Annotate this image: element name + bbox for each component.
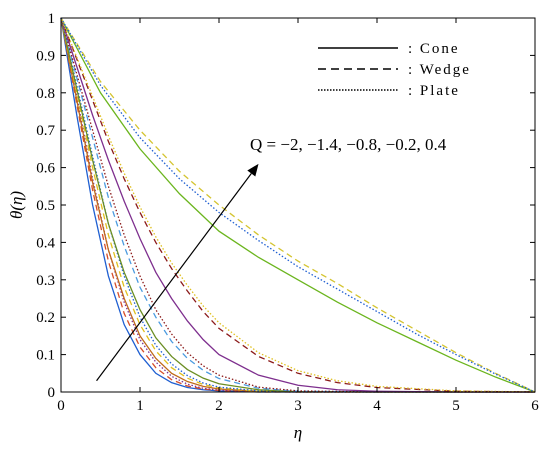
y-tick-label: 0.2 [36,310,55,326]
x-tick-label: 2 [215,398,223,414]
x-tick-label: 1 [136,398,144,414]
annotation-text: Q = −2, −1.4, −0.8, −0.2, 0.4 [250,135,447,154]
y-tick-label: 0.9 [36,48,55,64]
y-axis-label: θ(η) [7,191,26,219]
y-tick-label: 0.4 [36,235,55,251]
y-tick-label: 0.7 [36,123,55,139]
series-line-q-0.2-cone [60,17,535,393]
x-tick-label: 0 [57,398,65,414]
x-axis-label: η [294,423,302,442]
legend-label: : Plate [408,83,460,99]
y-tick-label: 0.8 [36,86,55,102]
annotation-arrowhead [247,163,259,177]
series-line-q0.4-wedge [60,17,536,393]
x-tick-label: 5 [452,398,460,414]
y-tick-label: 0.6 [36,161,55,177]
y-tick-label: 0.5 [36,198,55,214]
x-tick-label: 3 [294,398,302,414]
x-tick-label: 4 [373,398,381,414]
series-line-q0.4-plate [60,17,536,393]
axis-ticks: 0 1 2 3 4 5 6 0 0.1 0.2 0.3 0.4 0.5 0.6 0.7 0.8 0.9 1 [36,11,539,414]
y-tick-label: 0.3 [36,273,55,289]
legend: : Cone : Wedge : Plate [318,41,471,99]
annotation-arrow [96,173,252,382]
y-tick-label: 0.1 [36,348,55,364]
x-tick-label: 6 [531,398,539,414]
series-line-q-0.2-plate [60,17,536,393]
series-line-q-0.2-wedge [60,17,536,393]
y-tick-label: 1 [48,11,56,27]
legend-label: : Cone [408,41,460,57]
series-line-q0.4-cone [60,17,536,393]
annotation: Q = −2, −1.4, −0.8, −0.2, 0.4 [96,135,447,382]
y-tick-label: 0 [48,385,56,401]
legend-label: : Wedge [408,62,471,78]
